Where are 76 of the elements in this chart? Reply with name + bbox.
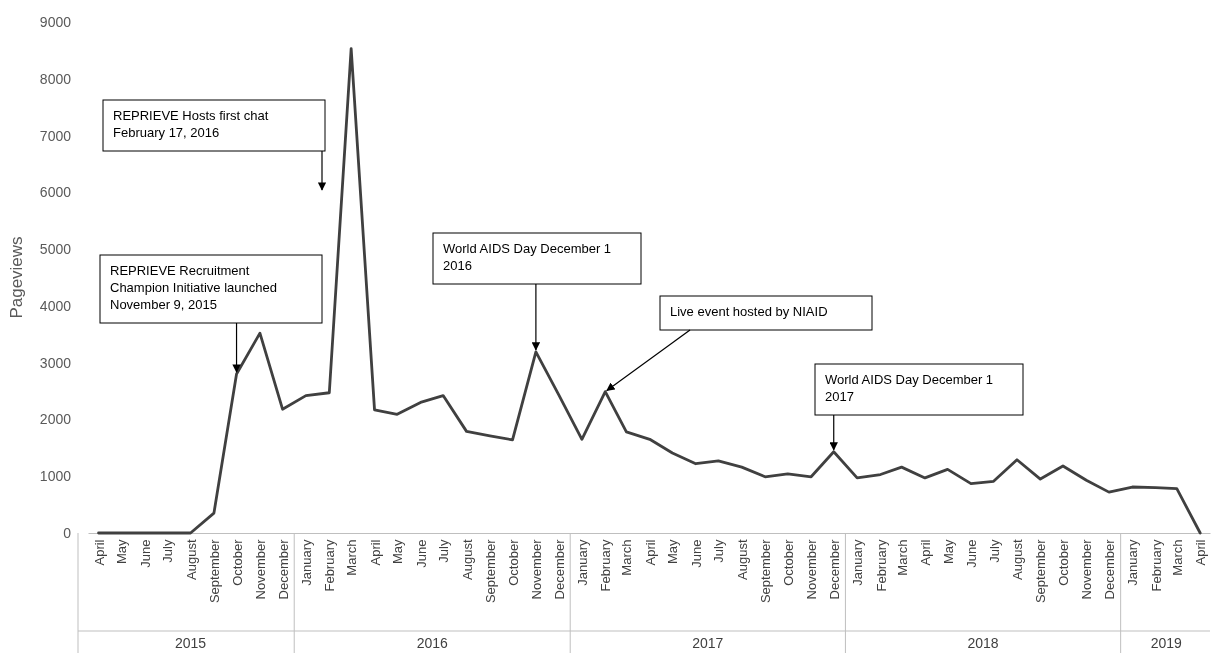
callout-box: Live event hosted by NIAID [659,295,873,331]
y-tick-label: 8000 [39,70,72,87]
callout-box: World AIDS Day December 1 2017 [814,363,1024,416]
callout-box: World AIDS Day December 1 2016 [432,232,642,285]
x-tick-label: April [642,539,658,566]
text: 2016 [416,635,448,651]
x-tick-label: January [1125,539,1141,586]
x-tick-label: July [986,539,1002,563]
annotation: REPRIEVE Hosts first chat February 17, 2016 [113,108,269,140]
x-tick-label: October [505,538,521,586]
x-tick-label: April [918,539,934,566]
x-tick-label: June [413,539,429,568]
annotation: Live event hosted by NIAID [670,304,828,319]
x-tick-label: August [1010,539,1026,580]
x-tick-label: November [252,538,268,600]
text: 2015 [174,635,207,651]
x-tick-label: January [574,539,590,586]
y-tick-label: 6000 [39,184,72,201]
callout-box: REPRIEVE Hosts first chat February 17, 2016 [102,99,326,152]
x-tick-label: July [160,539,176,563]
x-tick-label: March [1169,539,1185,576]
annotation: World AIDS Day December 1 2017 [825,372,994,404]
x-tick-label: April [367,539,383,566]
x-tick-label: October [1056,538,1072,586]
x-tick-label: February [322,539,338,592]
x-tick-label: December [275,538,291,600]
x-tick-label: September [1033,538,1049,604]
text: 2019 [1150,635,1183,651]
y-tick-label: 5000 [39,241,72,258]
x-tick-label: December [1102,538,1118,600]
x-tick-label: February [598,539,614,592]
y-tick-label: 2000 [39,411,72,428]
x-tick-label: March [894,539,910,576]
x-tick-label: November [804,538,820,600]
y-axis-title: Pageviews [7,236,26,319]
x-tick-label: January [298,539,314,586]
x-tick-label: July [436,539,452,563]
callout-box: REPRIEVE Recruitment Champion Initiative launched November 9, 2015 [99,254,323,324]
x-tick-label: September [758,538,774,604]
x-tick-label: February [1148,539,1164,592]
x-tick-label: November [1079,538,1095,600]
x-tick-label: March [344,539,360,576]
x-tick-label: December [826,538,842,600]
x-tick-label: October [780,538,796,586]
x-tick-label: May [665,539,681,565]
x-tick-label: August [459,539,475,580]
x-tick-label: July [711,539,727,563]
x-tick-label: January [850,539,866,586]
y-tick-label: 1000 [39,468,72,485]
y-tick-label: 0 [63,524,72,541]
x-tick-label: April [91,539,107,566]
x-tick-label: April [1193,539,1209,566]
x-tick-label: September [482,538,498,604]
x-tick-label: June [137,539,153,568]
y-tick-label: 9000 [39,13,72,30]
x-tick-label: December [551,538,567,600]
x-tick-label: May [940,539,956,565]
x-tick-label: August [734,539,750,580]
x-tick-label: June [964,539,980,568]
text: 2018 [967,635,999,651]
x-tick-label: October [229,538,245,586]
annotation: World AIDS Day December 1 2016 [443,241,612,273]
x-tick-label: February [873,539,889,592]
text: 2017 [692,635,724,651]
x-tick-label: September [206,538,222,604]
x-tick-label: May [390,539,406,565]
x-tick-label: March [619,539,635,576]
x-tick-label: June [688,539,704,568]
x-tick-label: May [114,539,130,565]
annotation: REPRIEVE Recruitment Champion Initiative launched November 9, 2015 [110,263,277,312]
y-tick-label: 7000 [39,127,72,144]
x-tick-label: August [183,539,199,580]
y-tick-label: 4000 [39,297,72,314]
y-tick-label: 3000 [39,354,72,371]
x-tick-label: November [528,538,544,600]
line-series [97,47,1202,535]
